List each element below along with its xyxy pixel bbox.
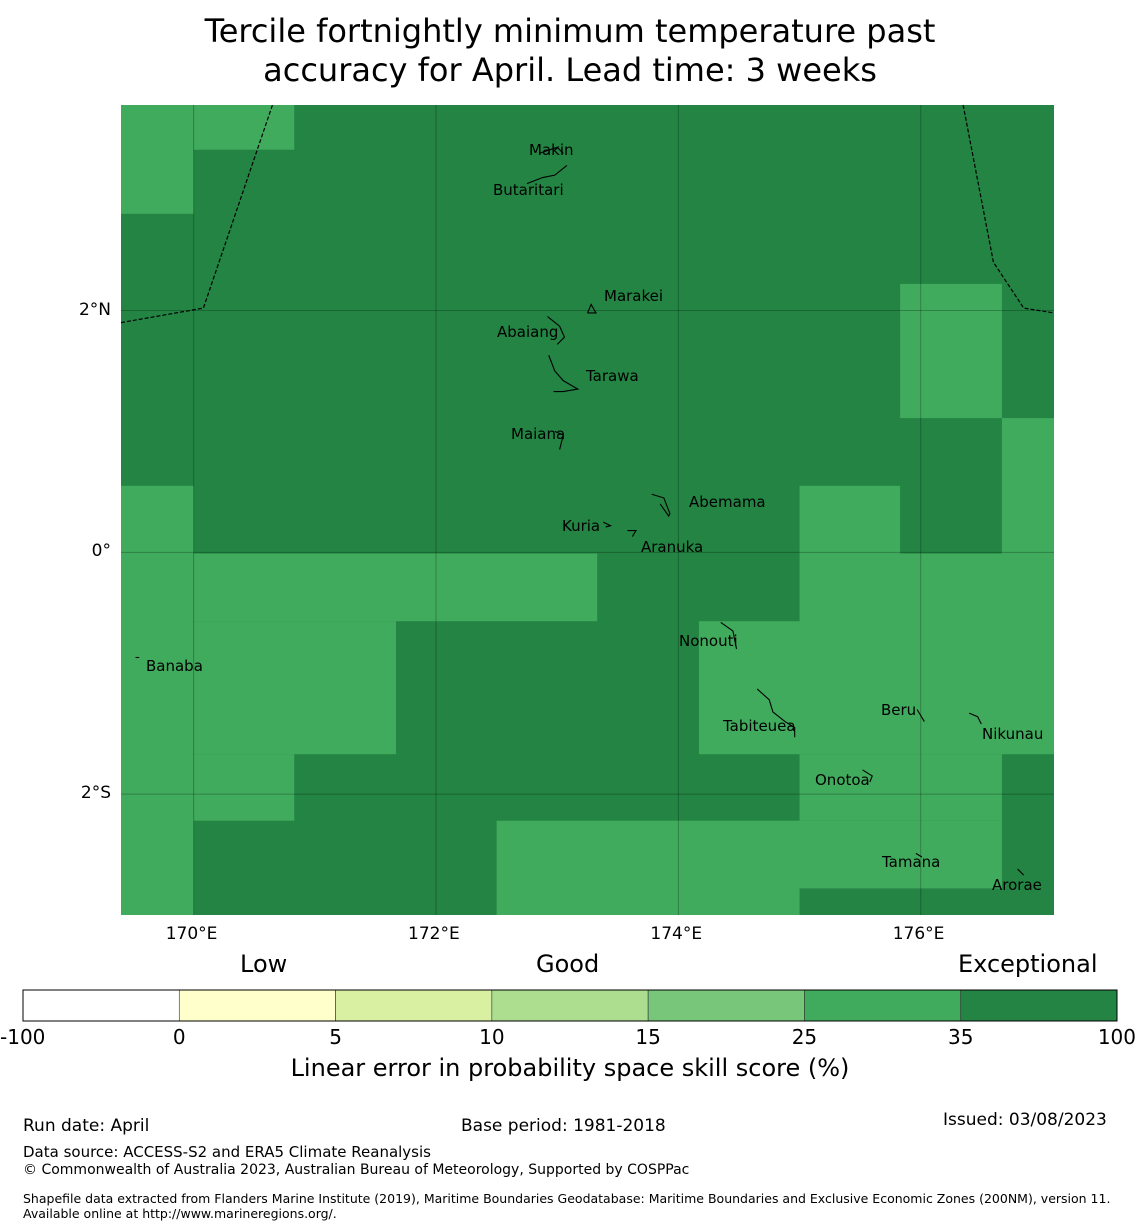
lat-tick-label: 2°S [80, 783, 111, 804]
good-skill-cell [900, 283, 1002, 419]
colorbar-bin [22, 989, 180, 1022]
island-label: Tarawa [585, 367, 639, 385]
island-outline [586, 303, 597, 314]
colorbar-frame [22, 989, 1118, 1022]
colorbar-tick-label: 100 [1097, 1025, 1136, 1049]
island-label: Tabiteuea [722, 717, 796, 735]
lon-tick-label: 174°E [650, 924, 703, 944]
island-label: Aranuka [641, 538, 703, 556]
lon-tick-label: 176°E [892, 924, 945, 944]
island-label: Nikunau [982, 725, 1043, 743]
issued-date: Issued: 03/08/2023 [943, 1110, 1107, 1130]
island-label: Butaritari [493, 181, 564, 199]
island-label: Tamana [881, 853, 940, 871]
island-outline [538, 146, 564, 154]
colorbar-tick-label: 35 [947, 1025, 974, 1049]
island-label: Abemama [689, 493, 766, 511]
island-outline [627, 530, 637, 537]
run-date: Run date: April [23, 1116, 150, 1136]
colorbar-tick-label: 5 [329, 1025, 342, 1049]
island-label: Abaiang [497, 323, 558, 341]
island-outline [916, 709, 925, 722]
island-label: Beru [881, 701, 916, 719]
colorbar-bin [178, 989, 336, 1022]
data-source: Data source: ACCESS-S2 and ERA5 Climate … [23, 1143, 431, 1161]
category-low-label: Low [240, 950, 288, 978]
lat-tick-label: 2°N [78, 299, 111, 320]
eez-boundary [120, 104, 274, 324]
island-outline [526, 165, 568, 185]
colorbar-bin [960, 989, 1118, 1022]
island-label: Maiana [511, 425, 565, 443]
colorbar-tick-label: 0 [172, 1025, 186, 1049]
good-skill-cell [799, 754, 1002, 821]
good-skill-cell [799, 553, 1054, 755]
eez-boundary [962, 104, 1055, 314]
colorbar-bin [647, 989, 805, 1022]
island-outline [1017, 868, 1025, 876]
colorbar-tick-label: -100 [0, 1025, 46, 1049]
shapefile-credit: Shapefile data extracted from Flanders M… [23, 1191, 1111, 1221]
island-label: Nonouti [679, 632, 738, 650]
colorbar-tick-label: 10 [479, 1025, 505, 1049]
title-line-2: accuracy for April. Lead time: 3 weeks [263, 51, 877, 89]
island-label: Arorae [992, 876, 1042, 894]
colorbar-title: Linear error in probability space skill … [290, 1054, 850, 1082]
island-outline [720, 621, 738, 650]
lon-tick-label: 170°E [165, 924, 218, 944]
good-skill-cell [193, 621, 397, 755]
island-outline [968, 712, 982, 725]
good-skill-cell [1001, 418, 1054, 554]
category-exceptional-label: Exceptional [958, 950, 1098, 978]
colorbar-bin [804, 989, 962, 1022]
colorbar-tick-label: 25 [791, 1025, 818, 1049]
island-outline [915, 852, 923, 858]
good-skill-cell [496, 820, 800, 915]
good-skill-cell [121, 485, 194, 915]
island-outline [603, 521, 613, 528]
island-outline [547, 316, 566, 345]
colorbar-bin [491, 989, 649, 1022]
category-good-label: Good [536, 950, 600, 978]
colorbar-tick-label: 15 [635, 1025, 661, 1049]
good-skill-cell [193, 754, 295, 821]
island-outline [651, 493, 671, 518]
good-skill-cell [121, 105, 194, 214]
island-outline [756, 688, 796, 738]
good-skill-cell [193, 105, 295, 150]
good-skill-cell [799, 485, 901, 554]
island-label: Banaba [146, 657, 203, 675]
base-period: Base period: 1981-2018 [461, 1116, 666, 1136]
chart-title: Tercile fortnightly minimum temperature … [0, 12, 1140, 90]
good-skill-cell [698, 621, 800, 755]
copyright: © Commonwealth of Australia 2023, Austra… [23, 1162, 690, 1178]
lon-tick-label: 172°E [408, 924, 460, 944]
island-label: Makin [529, 141, 574, 159]
good-skill-cell [799, 820, 1002, 889]
good-skill-cell [193, 553, 598, 622]
island-label: Onotoa [815, 771, 870, 789]
island-outline [862, 769, 873, 783]
island-label: Marakei [604, 287, 663, 305]
skill-map: Makin Butaritari Marakei Abaiang Tarawa Maian… [120, 104, 1055, 915]
title-line-1: Tercile fortnightly minimum temperature … [204, 12, 936, 50]
island-outline [548, 355, 580, 393]
island-outline [554, 430, 564, 450]
lat-tick-label: 0° [91, 541, 111, 562]
island-label: Kuria [562, 517, 600, 535]
colorbar-bin [335, 989, 493, 1022]
